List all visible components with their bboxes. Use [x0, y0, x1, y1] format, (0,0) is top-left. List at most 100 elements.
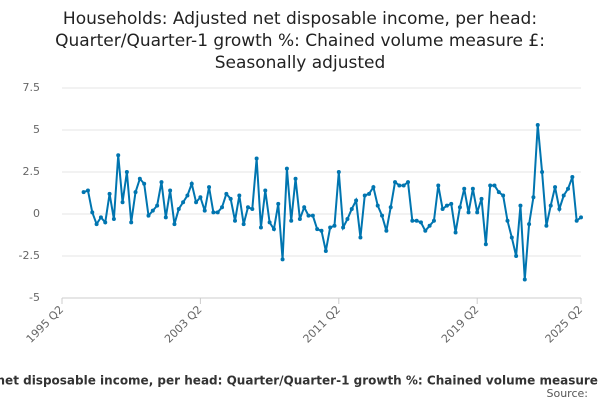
data-point [522, 277, 527, 282]
data-point [142, 181, 147, 186]
data-point [527, 222, 532, 227]
data-point [198, 195, 203, 200]
data-point [518, 203, 523, 208]
data-point [570, 175, 575, 180]
data-point [120, 200, 125, 205]
data-point [514, 254, 519, 258]
data-point [496, 190, 501, 195]
data-point [328, 225, 333, 230]
data-point [319, 228, 324, 233]
source: Source: [547, 387, 589, 400]
data-point [457, 205, 462, 210]
chart-title: Seasonally adjusted [215, 53, 386, 73]
data-point [449, 201, 454, 206]
data-point [466, 210, 471, 215]
data-point [410, 218, 415, 223]
data-point [479, 196, 484, 201]
x-tick-label: 2011 Q2 [301, 303, 344, 346]
chart-title: Households: Adjusted net disposable inco… [63, 9, 537, 29]
data-point [271, 227, 276, 232]
y-tick-label: 5 [33, 123, 40, 136]
data-point [146, 213, 151, 218]
data-point [488, 183, 493, 188]
data-point [254, 156, 259, 161]
data-point [332, 223, 337, 228]
data-point [406, 180, 410, 185]
data-point [561, 193, 566, 198]
data-point [492, 183, 497, 188]
data-point [297, 217, 302, 222]
y-tick-label: 2.5 [23, 165, 41, 178]
data-point [245, 205, 250, 210]
chart-title: Quarter/Quarter-1 growth %: Chained volu… [55, 31, 545, 51]
data-point [418, 220, 423, 225]
data-point [228, 196, 233, 201]
data-point [207, 185, 212, 190]
data-point [194, 200, 199, 205]
data-point [116, 153, 121, 158]
data-point [98, 215, 103, 220]
data-point [323, 248, 328, 253]
data-point [215, 210, 220, 215]
data-point [462, 186, 467, 191]
data-point [224, 191, 229, 196]
data-point [375, 203, 380, 208]
data-point [133, 190, 138, 195]
data-point [501, 193, 506, 198]
data-point [176, 206, 181, 211]
data-point [233, 218, 237, 223]
x-tick-label: 2003 Q2 [162, 303, 205, 346]
data-point [284, 166, 289, 171]
data-point [431, 218, 436, 223]
data-point [579, 215, 583, 220]
data-point [306, 213, 311, 218]
data-point [241, 222, 246, 227]
data-point [172, 222, 177, 227]
x-tick-label: 1995 Q2 [24, 303, 67, 346]
data-point [470, 186, 475, 191]
data-point [380, 213, 385, 218]
data-point [315, 227, 320, 232]
data-point [263, 188, 268, 193]
data-point [440, 206, 445, 211]
data-point [341, 225, 346, 230]
data-point [150, 208, 155, 213]
data-point [509, 235, 514, 240]
data-point [367, 191, 372, 196]
data-point [107, 191, 112, 196]
data-point [336, 170, 341, 174]
x-axis-label: Households: Adjusted net disposable inco… [0, 374, 600, 388]
data-point [505, 218, 510, 223]
data-point [276, 201, 281, 206]
data-point [553, 185, 558, 190]
data-point [548, 203, 553, 208]
data-point [544, 223, 549, 228]
data-point [258, 225, 263, 230]
data-point [436, 183, 441, 188]
data-point [354, 198, 359, 203]
data-point [267, 220, 272, 225]
data-point [310, 213, 315, 218]
data-point [540, 170, 545, 174]
data-point [384, 228, 389, 233]
data-point [111, 217, 116, 222]
data-point [388, 205, 393, 210]
data-point [202, 208, 207, 213]
data-point [289, 218, 294, 223]
data-point [401, 183, 406, 188]
data-point [393, 180, 398, 185]
data-point [574, 218, 579, 223]
data-point [535, 122, 540, 127]
data-point [427, 223, 432, 228]
data-point [444, 203, 449, 208]
data-point [345, 217, 350, 222]
data-point [414, 218, 419, 223]
data-point [371, 185, 376, 190]
data-point [302, 205, 307, 210]
data-point [566, 186, 571, 191]
data-point [557, 206, 562, 211]
data-point [453, 230, 458, 235]
data-point [163, 215, 168, 220]
data-point [168, 188, 173, 193]
